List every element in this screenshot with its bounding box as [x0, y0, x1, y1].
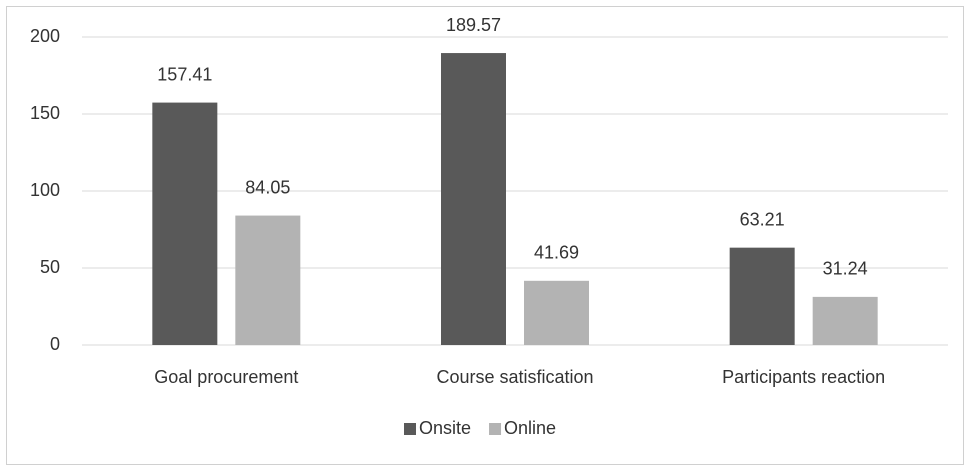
data-label: 189.57	[446, 15, 501, 35]
y-tick-label: 0	[50, 334, 60, 354]
y-tick-label: 100	[30, 180, 60, 200]
bar	[812, 296, 878, 345]
bar	[441, 53, 506, 346]
legend-label: Online	[504, 418, 556, 438]
data-label: 63.21	[740, 209, 785, 229]
y-tick-label: 150	[30, 103, 60, 123]
bar	[235, 215, 301, 345]
data-label: 41.69	[534, 243, 579, 263]
legend-label: Onsite	[419, 418, 471, 438]
bar	[152, 102, 218, 346]
legend-swatch	[489, 423, 502, 435]
x-tick-label: Goal procurement	[154, 367, 298, 387]
y-tick-label: 200	[30, 26, 60, 46]
data-label: 157.41	[157, 64, 212, 84]
x-tick-label: Course satisfication	[436, 367, 593, 387]
legend-swatch	[404, 423, 416, 435]
bar	[524, 280, 589, 345]
x-tick-label: Participants reaction	[722, 367, 885, 387]
bar	[729, 247, 795, 345]
data-label: 84.05	[245, 177, 290, 197]
y-tick-label: 50	[40, 257, 60, 277]
data-label: 31.24	[823, 259, 868, 279]
